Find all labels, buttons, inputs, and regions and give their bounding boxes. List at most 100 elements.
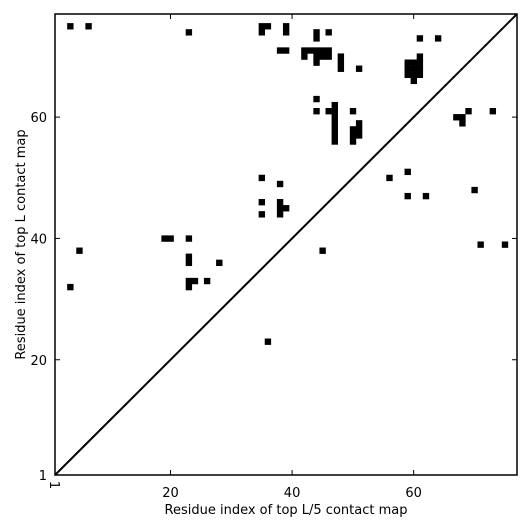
contact-point (410, 65, 417, 72)
contact-point (459, 120, 466, 127)
contact-point (355, 132, 363, 139)
contact-point (85, 23, 92, 30)
contact-point (185, 235, 193, 242)
contact-point (337, 53, 345, 60)
y-tick-label: 40 (30, 232, 47, 247)
contact-point (410, 59, 417, 66)
contact-point (416, 65, 424, 72)
contact-point (331, 101, 338, 109)
contact-point (276, 211, 284, 218)
y-tick-label: 20 (30, 354, 47, 369)
contact-point (404, 168, 411, 176)
contact-point (258, 211, 266, 218)
contact-point (258, 174, 266, 182)
contact-points (67, 23, 509, 345)
contact-point (465, 108, 472, 115)
contact-point (331, 132, 338, 139)
contact-point (337, 65, 345, 72)
contact-point (276, 199, 284, 206)
contact-point (313, 59, 320, 66)
contact-point (203, 277, 211, 285)
contact-point (216, 259, 223, 267)
y-axis-label: Residue index of top L contact map (14, 129, 29, 359)
x-tick-label: 1 (46, 481, 61, 489)
contact-point (325, 47, 332, 54)
contact-point (325, 29, 332, 36)
contact-point (167, 235, 174, 242)
contact-point (404, 71, 411, 78)
y-tick-label: 60 (30, 111, 47, 126)
contact-point (355, 120, 363, 127)
contact-point (331, 114, 338, 121)
contact-point (282, 205, 290, 212)
contact-point (185, 29, 193, 36)
contact-point (319, 47, 326, 54)
contact-point (276, 180, 284, 188)
contact-point (313, 29, 320, 36)
contact-point (76, 247, 83, 254)
contact-point (410, 77, 417, 85)
contact-point (313, 35, 320, 42)
contact-point (410, 71, 417, 78)
contact-point (185, 253, 193, 260)
contact-point (313, 95, 320, 103)
plot-frame (54, 13, 518, 476)
contact-point (313, 47, 320, 54)
contact-point (319, 53, 326, 60)
contact-point (258, 199, 266, 206)
contact-point (185, 277, 193, 285)
contact-point (276, 47, 284, 54)
contact-point (349, 132, 357, 139)
contact-point (301, 47, 308, 54)
contact-point (416, 35, 424, 42)
contact-point (501, 241, 509, 248)
contact-point (282, 47, 290, 54)
contact-point (258, 29, 266, 36)
contact-point (325, 53, 332, 60)
contact-point (477, 241, 484, 248)
contact-point (325, 108, 332, 115)
contact-point (404, 59, 411, 66)
contact-point (349, 126, 357, 133)
contact-point (331, 138, 338, 145)
axis-ticks: 1 20 40 60 1 20 40 60 (30, 14, 517, 501)
contact-point (416, 59, 424, 66)
contact-point (404, 192, 411, 200)
contact-point (282, 29, 290, 36)
contact-point (337, 59, 345, 66)
contact-point (331, 120, 338, 127)
contact-point (258, 23, 266, 30)
contact-point (386, 174, 393, 182)
contact-point (313, 53, 320, 60)
y-tick-label: 1 (39, 469, 47, 484)
x-tick-label: 60 (405, 486, 422, 501)
contact-point (422, 192, 430, 200)
contact-point (471, 186, 478, 194)
contact-point (276, 205, 284, 212)
contact-point (307, 47, 314, 54)
x-axis-label: Residue index of top L/5 contact map (165, 503, 408, 518)
contact-point (349, 138, 357, 145)
contact-point (264, 338, 272, 345)
contact-point (453, 114, 460, 121)
contact-point (416, 71, 424, 78)
contact-point (67, 283, 74, 291)
contact-point (282, 23, 290, 30)
contact-point (301, 53, 308, 60)
contact-point (459, 114, 466, 121)
contact-point (161, 235, 168, 242)
contact-point (67, 23, 74, 30)
contact-point (313, 108, 320, 115)
contact-point (331, 126, 338, 133)
contact-point (349, 108, 357, 115)
x-tick-label: 40 (284, 486, 301, 501)
x-tick-label: 20 (162, 486, 179, 501)
contact-point (319, 247, 326, 254)
contact-point (331, 108, 338, 115)
contact-point (404, 65, 411, 72)
contact-point (185, 259, 193, 267)
contact-point (185, 283, 193, 291)
contact-point (434, 35, 442, 42)
contact-point (416, 53, 424, 60)
